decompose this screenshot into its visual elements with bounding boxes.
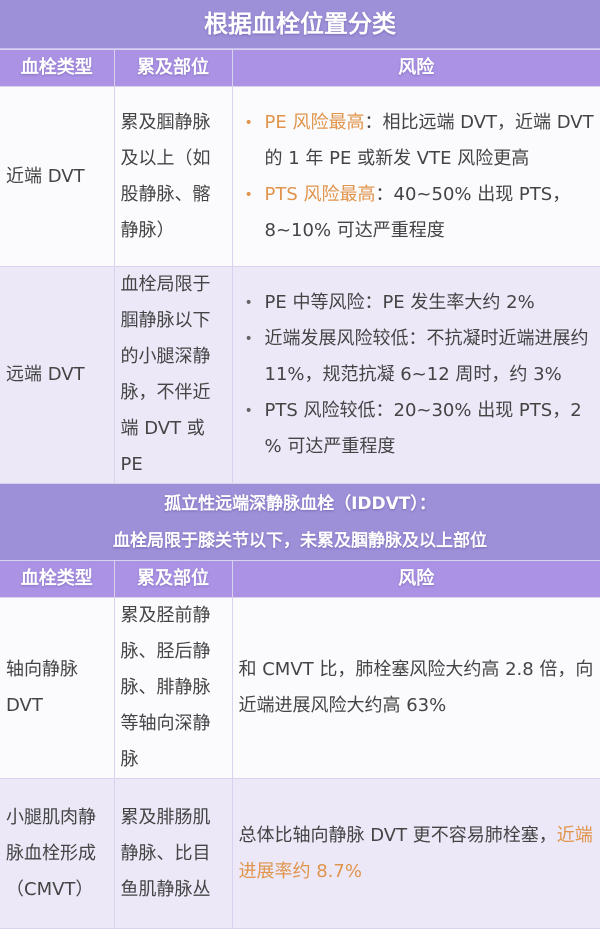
type-cell: 轴向静脉 DVT (0, 597, 115, 779)
risk-item: 近端发展风险较低：不抗凝时近端进展约 11%，规范抗凝 6~12 周时，约 3% (245, 321, 595, 393)
header-site: 累及部位 (113, 560, 233, 598)
risk-item: PTS 风险较低：20~30% 出现 PTS，2 % 可达严重程度 (245, 393, 595, 465)
risk-cell: PE 中等风险：PE 发生率大约 2% 近端发展风险较低：不抗凝时近端进展约 1… (231, 266, 600, 484)
risk-item: PE 风险最高：相比远端 DVT，近端 DVT 的 1 年 PE 或新发 VTE… (245, 105, 595, 177)
header-type: 血栓类型 (0, 560, 115, 598)
table-header: 血栓类型 累及部位 风险 (0, 560, 600, 598)
risk-item: PE 中等风险：PE 发生率大约 2% (245, 285, 595, 321)
table-row: 小腿肌肉静脉血栓形成（CMVT） 累及腓肠肌静脉、比目鱼肌静脉丛 总体比轴向静脉… (0, 778, 600, 929)
risk-cell: 和 CMVT 比，肺栓塞风险大约高 2.8 倍，向近端进展风险大约高 63% (231, 597, 600, 779)
type-cell: 近端 DVT (0, 86, 115, 267)
risk-text: ：相比远端 DVT，近端 DVT 的 1 年 PE 或新发 VTE 风险更高 (264, 111, 594, 169)
header-type: 血栓类型 (0, 49, 115, 87)
risk-cell: PE 风险最高：相比远端 DVT，近端 DVT 的 1 年 PE 或新发 VTE… (231, 86, 600, 267)
table-row: 近端 DVT 累及腘静脉及以上（如股静脉、髂静脉） PE 风险最高：相比远端 D… (0, 86, 600, 267)
type-cell: 小腿肌肉静脉血栓形成（CMVT） (0, 778, 115, 929)
table-header: 血栓类型 累及部位 风险 (0, 49, 600, 87)
risk-highlight: 近端进展率约 8.7% (238, 824, 593, 882)
table-by-location: 血栓类型 累及部位 风险 近端 DVT 累及腘静脉及以上（如股静脉、髂静脉） P… (0, 49, 600, 484)
table-iddvt: 血栓类型 累及部位 风险 轴向静脉 DVT 累及胫前静脉、胫后静脉、腓静脉等轴向… (0, 560, 600, 929)
type-cell: 远端 DVT (0, 266, 115, 484)
header-site: 累及部位 (113, 49, 233, 87)
risk-text: ：40~50% 出现 PTS，8~10% 可达严重程度 (264, 183, 571, 241)
site-cell: 累及胫前静脉、胫后静脉、腓静脉等轴向深静脉 (113, 597, 233, 779)
section-line-2: 血栓局限于膝关节以下，未累及腘静脉及以上部位 (113, 531, 487, 551)
table-row: 轴向静脉 DVT 累及胫前静脉、胫后静脉、腓静脉等轴向深静脉 和 CMVT 比，… (0, 597, 600, 779)
header-risk: 风险 (231, 49, 600, 87)
risk-highlight: PE 风险最高 (264, 111, 365, 133)
header-risk: 风险 (231, 560, 600, 598)
page-title: 根据血栓位置分类 (0, 0, 600, 49)
table-row: 远端 DVT 血栓局限于腘静脉以下的小腿深静脉，不伴近端 DVT 或 PE PE… (0, 266, 600, 484)
site-cell: 累及腘静脉及以上（如股静脉、髂静脉） (113, 86, 233, 267)
risk-text: 总体比轴向静脉 DVT 更不容易肺栓塞， (238, 824, 557, 846)
site-cell: 累及腓肠肌静脉、比目鱼肌静脉丛 (113, 778, 233, 929)
risk-item: PTS 风险最高：40~50% 出现 PTS，8~10% 可达严重程度 (245, 177, 595, 249)
section-header: 孤立性远端深静脉血栓（IDDVT）： 血栓局限于膝关节以下，未累及腘静脉及以上部… (0, 484, 600, 560)
section-line-1: 孤立性远端深静脉血栓（IDDVT）： (164, 494, 436, 514)
site-cell: 血栓局限于腘静脉以下的小腿深静脉，不伴近端 DVT 或 PE (113, 266, 233, 484)
risk-highlight: PTS 风险最高 (264, 183, 376, 205)
risk-cell: 总体比轴向静脉 DVT 更不容易肺栓塞，近端进展率约 8.7% (231, 778, 600, 929)
